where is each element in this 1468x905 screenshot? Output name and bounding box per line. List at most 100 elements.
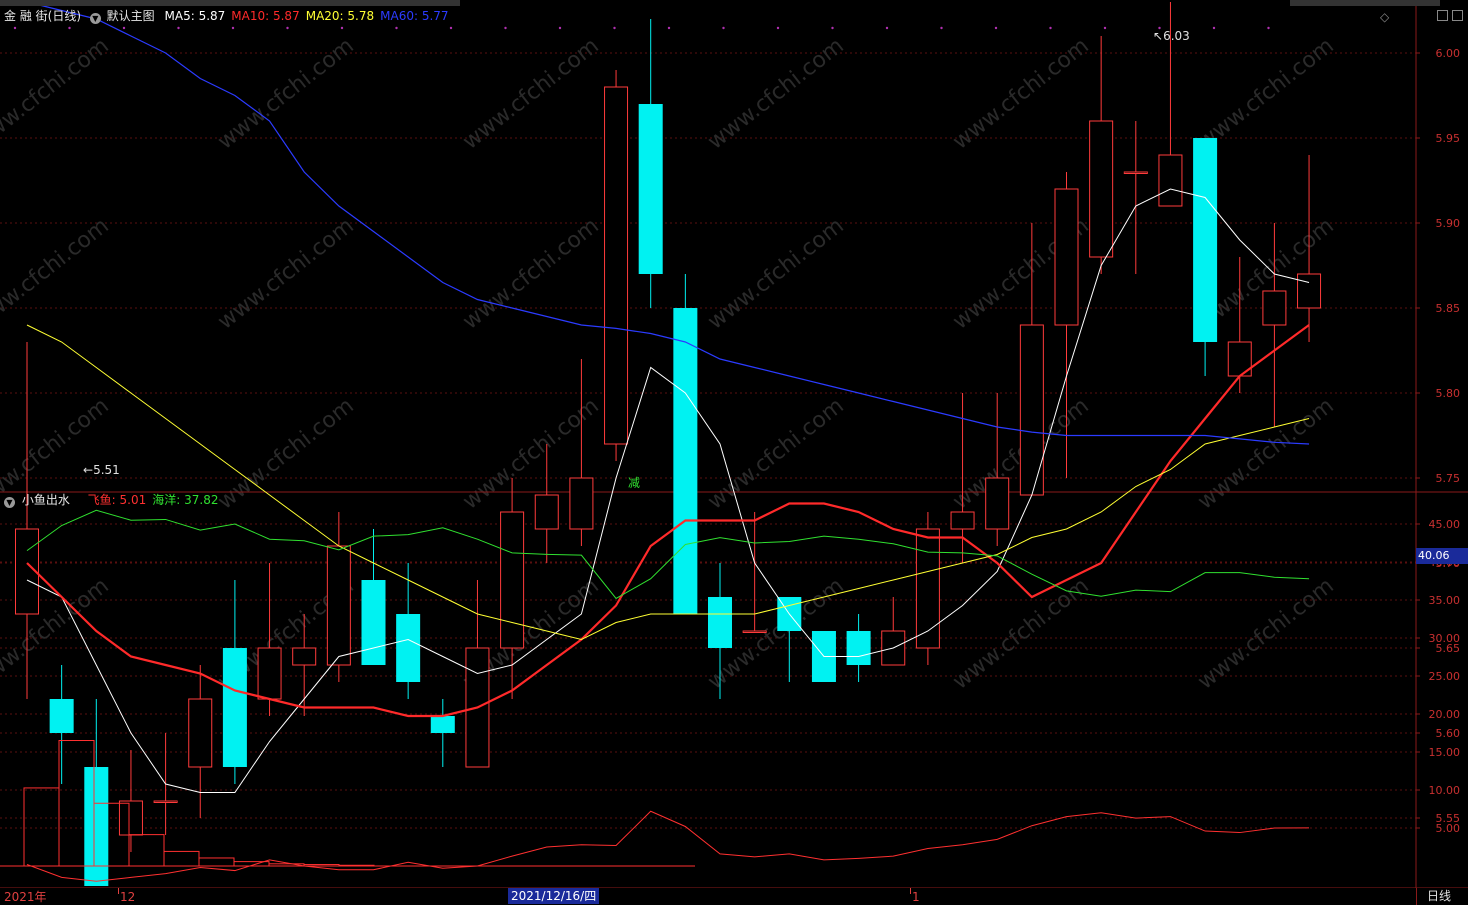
indicator-dropdown-icon[interactable]: ▼ xyxy=(4,497,15,508)
indicator-line-ocean xyxy=(26,509,1310,600)
candle[interactable] xyxy=(153,733,178,835)
marker-dot xyxy=(885,26,889,30)
maximize-icon[interactable] xyxy=(1437,10,1448,21)
candle-body xyxy=(49,699,74,733)
price-tick-label: 5.95 xyxy=(1436,132,1461,145)
indicator-legend-item: 飞鱼: 5.01 xyxy=(87,493,147,507)
candle[interactable] xyxy=(430,699,455,767)
candle[interactable] xyxy=(1193,138,1218,376)
ma-legend: MA5: 5.87 MA10: 5.87 MA20: 5.78 MA60: 5.77 xyxy=(159,9,449,23)
indicator-box xyxy=(23,787,60,867)
indicator-panel[interactable] xyxy=(0,509,1310,882)
candle[interactable] xyxy=(1158,1,1183,207)
candle[interactable] xyxy=(1297,155,1322,342)
period-button[interactable]: 日线 xyxy=(1416,888,1468,905)
indicator-tick-label: 20.00 xyxy=(1429,708,1461,721)
marker-dot xyxy=(177,26,180,30)
candle[interactable] xyxy=(534,444,559,563)
candle[interactable] xyxy=(638,19,663,308)
restore-icon[interactable] xyxy=(1452,10,1463,21)
marker-dot xyxy=(13,26,17,30)
marker-dot xyxy=(558,26,562,30)
candle[interactable] xyxy=(708,563,732,699)
price-tick-label: 6.00 xyxy=(1436,47,1461,60)
candle-body xyxy=(1054,188,1079,326)
ma-legend-ma5: MA5: 5.87 xyxy=(164,9,226,23)
date-axis: 2021年 12 2021/12/16/四 1 xyxy=(0,888,1416,905)
watermark-text: www.cfchi.com xyxy=(703,33,848,154)
candle-body xyxy=(534,494,559,530)
collapse-diamond-icon[interactable]: ◇ xyxy=(1380,10,1390,24)
indicator-box xyxy=(198,857,235,867)
indicator-tick-label: 30.00 xyxy=(1429,632,1461,645)
top-right-toolbar-strip xyxy=(1290,0,1440,6)
watermark-text: www.cfchi.com xyxy=(0,33,114,154)
watermarks: www.cfchi.com www.cfchi.com www.cfchi.com w… xyxy=(0,33,1339,694)
marker-dot xyxy=(613,26,616,30)
candle[interactable] xyxy=(673,274,698,614)
candle[interactable] xyxy=(396,563,421,699)
candle-body xyxy=(1158,154,1183,207)
indicator-tick-label: 10.00 xyxy=(1429,784,1461,797)
indicator-tick-label: 45.00 xyxy=(1429,518,1461,531)
candle[interactable] xyxy=(915,512,940,665)
price-tick-label: 5.75 xyxy=(1436,472,1461,485)
candle[interactable] xyxy=(15,342,39,699)
candle[interactable] xyxy=(846,614,871,682)
template-dropdown-icon[interactable]: ▼ xyxy=(89,13,101,24)
price-tick-label: 5.65 xyxy=(1436,642,1461,655)
candle[interactable] xyxy=(1123,121,1148,274)
candle-body xyxy=(1193,138,1218,342)
candle[interactable] xyxy=(257,563,282,716)
candle[interactable] xyxy=(1089,36,1114,274)
candle-body xyxy=(326,545,351,666)
marker-dot xyxy=(1158,26,1161,30)
candle[interactable] xyxy=(1054,172,1079,478)
candle[interactable] xyxy=(500,478,525,699)
candle[interactable] xyxy=(49,665,74,784)
candle[interactable] xyxy=(118,750,143,852)
candle[interactable] xyxy=(985,393,1010,546)
indicator-tick-label: 35.00 xyxy=(1429,594,1461,607)
candle-body xyxy=(1262,290,1287,326)
template-label[interactable]: 默认主图 xyxy=(106,9,155,23)
candle[interactable] xyxy=(1262,223,1287,427)
candle[interactable] xyxy=(604,70,629,461)
candle[interactable] xyxy=(326,512,351,682)
candle-body xyxy=(222,648,247,767)
watermark-text: www.cfchi.com xyxy=(213,33,358,154)
watermark-text: www.cfchi.com xyxy=(703,393,848,514)
candle[interactable] xyxy=(569,359,594,546)
candle[interactable] xyxy=(188,665,213,818)
candle[interactable] xyxy=(84,699,109,886)
stock-name[interactable]: 金 融 街 xyxy=(4,9,48,23)
watermark-text: www.cfchi.com xyxy=(213,213,358,334)
indicator-legend-item: 海洋: 37.82 xyxy=(152,493,219,507)
main-price-panel[interactable] xyxy=(13,1,1322,886)
candle-body xyxy=(188,698,213,768)
low-price-label: ←5.51 xyxy=(83,463,120,477)
ma-line-ma20 xyxy=(26,324,1310,641)
price-tick-label: 5.90 xyxy=(1436,217,1461,230)
ma-line-ma5 xyxy=(26,188,1310,793)
indicator-name[interactable]: 小鱼出水 xyxy=(21,493,70,507)
candle-body xyxy=(396,614,421,682)
marker-dot xyxy=(231,26,235,30)
month2-tick xyxy=(910,888,911,894)
marker-dot xyxy=(395,26,398,30)
candle[interactable] xyxy=(881,597,906,666)
watermark-text: www.cfchi.com xyxy=(1193,573,1338,694)
month-label: 12 xyxy=(120,890,136,904)
candle[interactable] xyxy=(361,529,386,665)
candle-body xyxy=(84,767,109,886)
candle[interactable] xyxy=(950,393,975,563)
candle[interactable] xyxy=(222,580,247,784)
indicator-box xyxy=(163,850,200,867)
marker-dot xyxy=(722,26,725,30)
marker-dot xyxy=(667,26,671,30)
candle-body xyxy=(500,511,525,649)
year-label: 2021年 xyxy=(4,890,47,904)
candle[interactable] xyxy=(742,512,767,633)
indicator-current-value: 40.06 xyxy=(1416,548,1468,564)
